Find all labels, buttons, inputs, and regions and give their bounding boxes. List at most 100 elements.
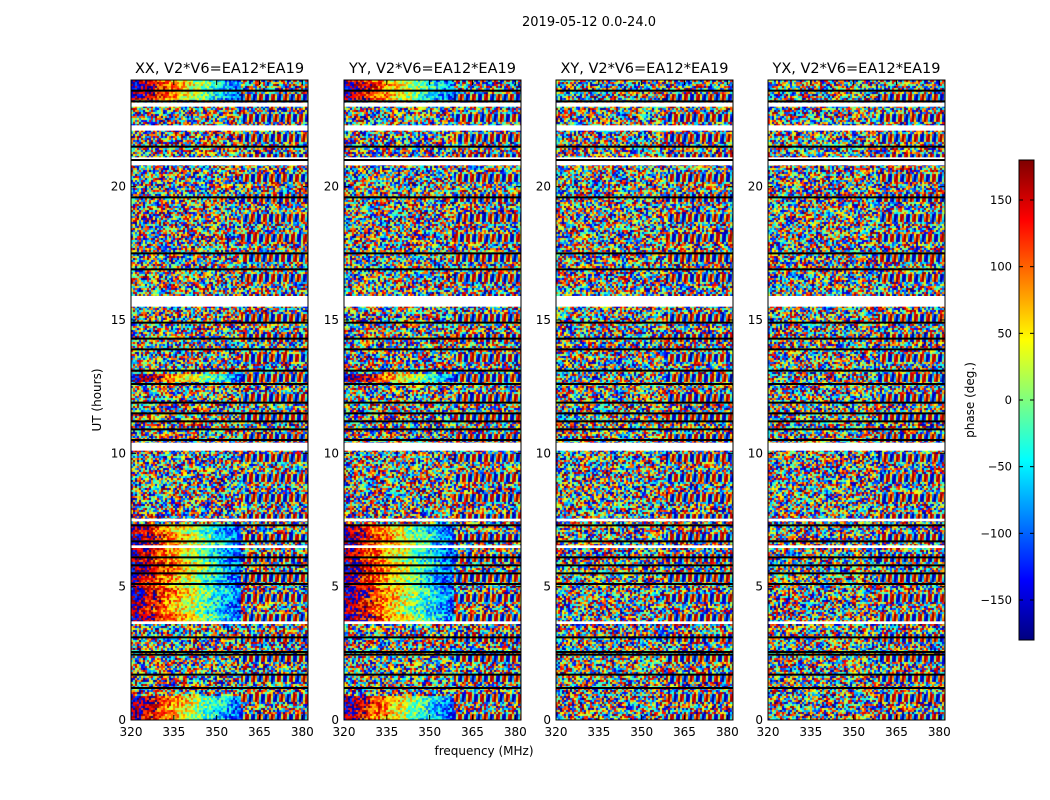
flagged-band: [556, 296, 733, 307]
flagged-band: [768, 621, 945, 624]
flagged-band: [131, 157, 308, 166]
x-tick-label: 380: [504, 725, 527, 739]
flagged-band: [344, 545, 521, 548]
flagged-band: [768, 102, 945, 107]
y-tick-label: 15: [536, 313, 551, 327]
y-tick-label: 20: [536, 180, 551, 194]
y-tick-label: 5: [755, 580, 763, 594]
y-tick-label: 0: [331, 713, 339, 727]
panel-raster: [131, 80, 308, 720]
panel-frame: [343, 79, 522, 721]
y-tick-label: 5: [331, 580, 339, 594]
colorbar-label: phase (deg.): [963, 362, 977, 438]
colorbar-tick-label: 100: [990, 260, 1012, 274]
panel-1: YY, V2*V6=EA12*EA19 320 335 350 365 380 0 5 10 15…: [324, 61, 527, 739]
y-tick-label: 10: [536, 446, 551, 460]
flagged-band: [344, 621, 521, 624]
x-tick-label: 320: [120, 725, 143, 739]
panel-3: YX, V2*V6=EA12*EA19 320 335 350 365 380 0 5 10 15…: [748, 61, 951, 739]
colorbar-tick-label: −150: [980, 593, 1012, 607]
x-tick-label: 320: [757, 725, 780, 739]
y-tick-label: 15: [324, 313, 339, 327]
y-tick-label: 10: [324, 446, 339, 460]
colorbar-tick-label: −100: [980, 526, 1012, 540]
panel-title: XX, V2*V6=EA12*EA19: [135, 61, 304, 77]
panel-title: YY, V2*V6=EA12*EA19: [348, 61, 516, 77]
panel-frame: [130, 79, 309, 721]
y-tick-label: 5: [118, 580, 126, 594]
y-tick-label: 20: [748, 180, 763, 194]
panel-2: XY, V2*V6=EA12*EA19 320 335 350 365 380 0 5 10 15…: [536, 61, 739, 739]
flagged-band: [768, 518, 945, 522]
x-tick-label: 335: [162, 725, 185, 739]
figure-suptitle: 2019-05-12 0.0-24.0: [522, 15, 656, 30]
x-tick-label: 335: [587, 725, 610, 739]
flagged-band: [131, 518, 308, 522]
y-tick-label: 10: [748, 446, 763, 460]
y-tick-label: 0: [118, 713, 126, 727]
x-tick-label: 365: [248, 725, 271, 739]
x-tick-label: 320: [333, 725, 356, 739]
x-tick-label: 380: [716, 725, 739, 739]
x-tick-label: 365: [461, 725, 484, 739]
y-tick-label: 15: [111, 313, 126, 327]
panel-raster: [556, 80, 733, 720]
colorbar-tick-label: 50: [997, 326, 1012, 340]
x-tick-label: 335: [799, 725, 822, 739]
flagged-band: [344, 296, 521, 307]
flagged-band: [556, 125, 733, 131]
x-axis-label: frequency (MHz): [434, 744, 533, 758]
panels-group: XX, V2*V6=EA12*EA19 320 335 350 365 380 0 5 10 15…: [111, 61, 951, 739]
colorbar-ticks: 150 100 50 0 −50 −100 −150: [980, 193, 1034, 607]
y-tick-label: 10: [111, 446, 126, 460]
panel-0: XX, V2*V6=EA12*EA19 320 335 350 365 380 0 5 10 15…: [111, 61, 314, 739]
x-tick-label: 365: [885, 725, 908, 739]
flagged-band: [556, 545, 733, 548]
y-tick-label: 20: [111, 180, 126, 194]
flagged-band: [556, 102, 733, 107]
flagged-band: [768, 545, 945, 548]
flagged-band: [768, 125, 945, 131]
panel-frame: [767, 79, 946, 721]
panel-title: XY, V2*V6=EA12*EA19: [560, 61, 728, 77]
flagged-band: [131, 296, 308, 307]
flagged-band: [768, 157, 945, 166]
flagged-band: [131, 545, 308, 548]
x-tick-label: 365: [673, 725, 696, 739]
flagged-band: [344, 125, 521, 131]
flagged-band: [556, 157, 733, 166]
colorbar-tick-label: −50: [988, 460, 1012, 474]
x-tick-label: 350: [630, 725, 653, 739]
colorbar-tick-label: 150: [990, 193, 1012, 207]
flagged-band: [556, 621, 733, 624]
y-tick-label: 20: [324, 180, 339, 194]
flagged-band: [768, 296, 945, 307]
colorbar: 150 100 50 0 −50 −100 −150 phase (deg.): [963, 159, 1035, 641]
x-tick-label: 320: [545, 725, 568, 739]
x-tick-label: 335: [375, 725, 398, 739]
flagged-band: [556, 518, 733, 522]
flagged-band: [556, 442, 733, 451]
panel-frame: [555, 79, 734, 721]
x-tick-label: 350: [418, 725, 441, 739]
y-tick-label: 0: [755, 713, 763, 727]
panel-raster: [344, 80, 521, 720]
x-tick-label: 350: [842, 725, 865, 739]
flagged-band: [131, 442, 308, 451]
y-tick-label: 5: [543, 580, 551, 594]
y-tick-label: 0: [543, 713, 551, 727]
panel-raster: [768, 80, 945, 720]
y-tick-label: 15: [748, 313, 763, 327]
flagged-band: [131, 125, 308, 131]
x-tick-label: 380: [928, 725, 951, 739]
flagged-band: [344, 102, 521, 107]
flagged-band: [344, 442, 521, 451]
y-axis-label: UT (hours): [90, 368, 104, 431]
flagged-band: [344, 518, 521, 522]
x-tick-label: 350: [205, 725, 228, 739]
colorbar-tick-label: 0: [1005, 393, 1012, 407]
flagged-band: [344, 157, 521, 166]
x-tick-label: 380: [291, 725, 314, 739]
flagged-band: [131, 102, 308, 107]
